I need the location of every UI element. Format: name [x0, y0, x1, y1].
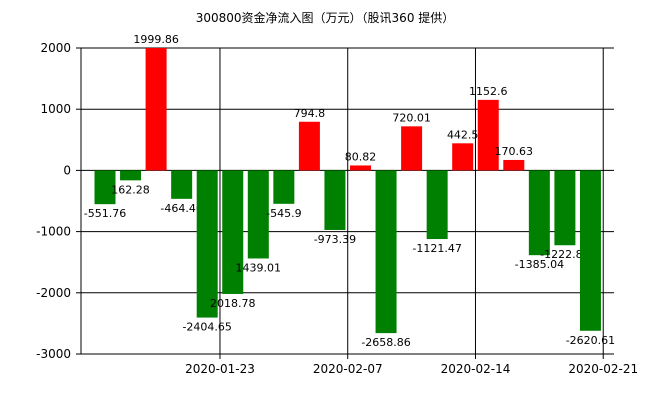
bar — [145, 48, 167, 171]
bar — [401, 126, 423, 171]
chart-title: 300800资金净流入图（万元）（股讯360 提供） — [195, 11, 455, 25]
bar — [503, 159, 525, 171]
data-label: 80.82 — [345, 150, 377, 163]
data-label: 442.5 — [447, 128, 479, 141]
bar — [171, 170, 193, 199]
bar — [579, 170, 601, 331]
y-tick-label: 1000 — [40, 102, 71, 116]
data-label: 2018.78 — [210, 297, 256, 310]
data-label: 794.8 — [294, 107, 326, 120]
bar — [477, 99, 499, 171]
bar — [375, 170, 397, 334]
bar — [120, 170, 142, 181]
y-tick-label: -3000 — [36, 347, 71, 361]
data-label: 162.28 — [111, 183, 150, 196]
bar — [554, 170, 576, 246]
bar — [528, 170, 550, 256]
bar — [273, 170, 295, 204]
bar — [426, 170, 448, 240]
bar — [94, 170, 116, 205]
data-label: 720.01 — [392, 111, 431, 124]
x-tick-label: 2020-02-21 — [568, 362, 638, 376]
data-label: -545.9 — [266, 207, 301, 220]
bar — [324, 170, 346, 230]
bar — [350, 165, 371, 171]
data-label: -551.76 — [84, 207, 126, 220]
data-label: -2404.65 — [182, 321, 231, 334]
bar — [222, 170, 244, 294]
x-tick-label: 2020-01-23 — [185, 362, 255, 376]
data-label: 1439.01 — [236, 261, 282, 274]
y-tick-label: -1000 — [36, 225, 71, 239]
data-label: 1152.6 — [469, 85, 508, 98]
data-label: 1999.86 — [133, 33, 179, 46]
data-label: -1121.47 — [412, 242, 461, 255]
data-label: -464.46 — [160, 202, 202, 215]
data-label: -1222.86 — [540, 248, 589, 261]
data-label: -973.39 — [314, 233, 356, 246]
data-label: 170.63 — [495, 145, 534, 158]
y-tick-label: 2000 — [40, 41, 71, 55]
y-tick-label: -2000 — [36, 286, 71, 300]
x-tick-label: 2020-02-14 — [441, 362, 511, 376]
data-label: -2620.61 — [566, 334, 615, 347]
data-label: -2658.86 — [361, 336, 410, 349]
x-tick-label: 2020-02-07 — [313, 362, 383, 376]
bar — [298, 121, 320, 171]
y-tick-label: 0 — [63, 163, 71, 177]
bar — [196, 170, 218, 318]
bar — [247, 170, 269, 259]
bar — [452, 143, 474, 171]
data-label: -1385.04 — [515, 258, 564, 271]
